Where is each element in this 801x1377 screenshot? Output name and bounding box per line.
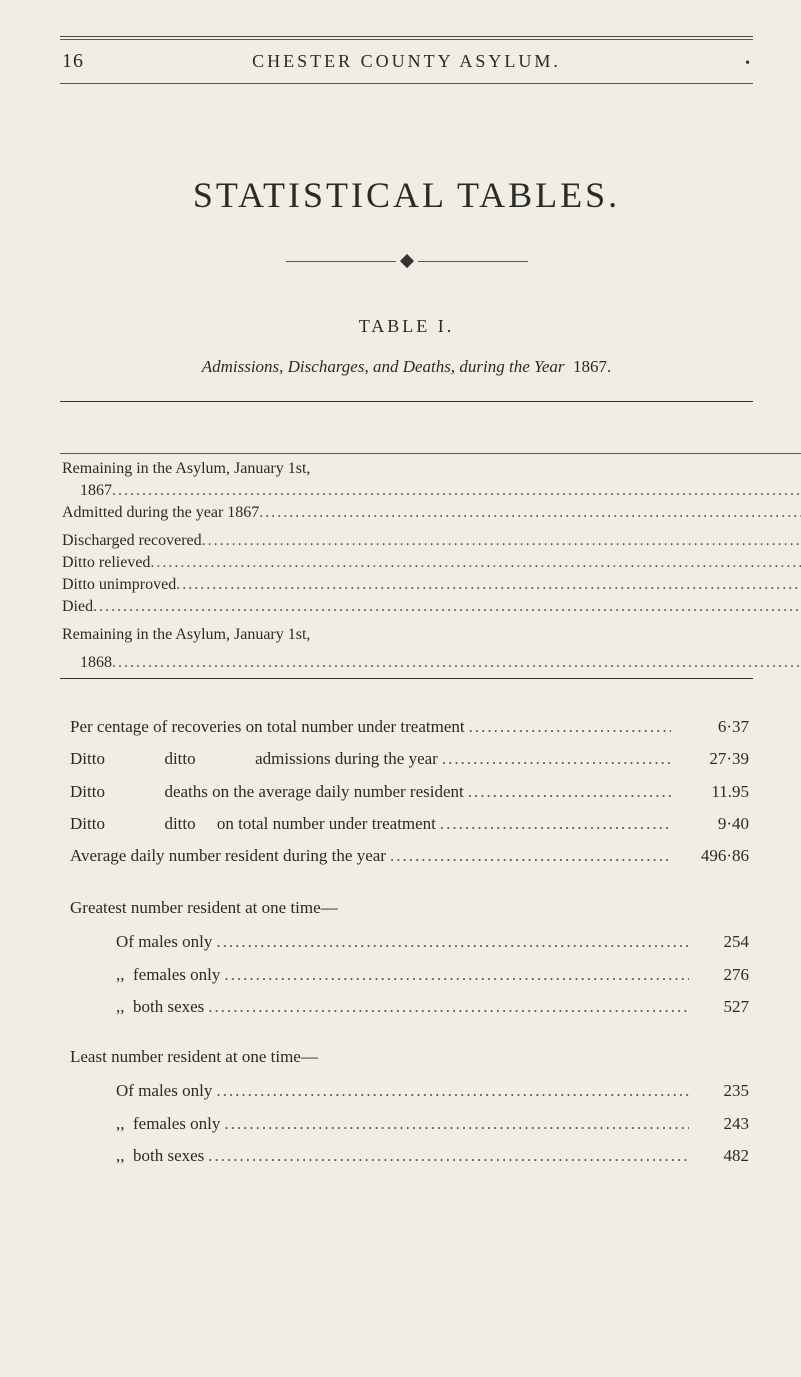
leader-dots: ........................................… [93, 598, 801, 616]
pct-label: Ditto ditto on total number under treatm… [70, 808, 436, 840]
pct-label: Per centage of recoveries on total numbe… [70, 711, 465, 743]
top-rule-1 [60, 36, 753, 37]
list-value: 235 [689, 1075, 749, 1107]
leader-dots: ........................................… [438, 743, 671, 775]
leader-dots: ........................................… [464, 776, 671, 808]
leader-dots: ........................................… [436, 808, 671, 840]
leader-dots: ........................................… [202, 532, 801, 550]
top-rule-2 [60, 39, 753, 40]
list-row: Of males only ..........................… [116, 1075, 749, 1107]
pct-value: 9·40 [671, 808, 749, 840]
table-1-caption-year: 1867. [569, 357, 612, 376]
list-value: 482 [689, 1140, 749, 1172]
ornament-line-left [286, 261, 396, 262]
row-sum-out: Remaining in the Asylum, January 1st, 56… [60, 624, 801, 646]
row-remaining-1868: 1868 ...................................… [60, 652, 801, 674]
leader-dots: ........................................… [220, 959, 689, 991]
row-relieved: Ditto relieved .........................… [60, 552, 801, 574]
table-1-header-row: M. F. TOTAL. M. F. TOTAL [60, 402, 801, 454]
running-head-dot: • [703, 56, 751, 72]
table-1: M. F. TOTAL. M. F. TOTAL Remaining in th… [60, 401, 753, 679]
pct-label: Ditto ditto admissions during the year [70, 743, 438, 775]
stub-text: 1868 [80, 654, 112, 672]
page: 16 CHESTER COUNTY ASYLUM. • STATISTICAL … [0, 0, 801, 1377]
row-remaining-1867-a: Remaining in the Asylum, January 1st, [60, 458, 801, 480]
list-label: ,, both sexes [116, 991, 204, 1023]
leader-dots: ........................................… [465, 711, 671, 743]
stub-text: Died [62, 598, 93, 616]
list-row: Of males only ..........................… [116, 926, 749, 958]
stub-text: Discharged recovered [62, 532, 202, 550]
leader-dots: ........................................… [204, 991, 689, 1023]
pct-row: Per centage of recoveries on total numbe… [70, 711, 749, 743]
leader-dots: ........................................… [204, 1140, 689, 1172]
ornament [60, 256, 753, 266]
list-row: ,, both sexes ..........................… [116, 1140, 749, 1172]
list-row: ,, females only ........................… [116, 1108, 749, 1140]
ornament-line-right [418, 261, 528, 262]
pct-value: 6·37 [671, 711, 749, 743]
stub-text: Remaining in the Asylum, January 1st, [62, 460, 310, 477]
page-number: 16 [62, 50, 110, 73]
pct-label: Average daily number resident during the… [70, 840, 386, 872]
list-value: 276 [689, 959, 749, 991]
table-1-caption-prefix: Admissions, Discharges, and Deaths, duri… [202, 357, 565, 376]
least-list: Of males only ..........................… [116, 1075, 749, 1172]
row-sum-in: Discharged recovered ...................… [60, 530, 801, 552]
stub-text: Ditto unimproved [62, 576, 176, 594]
table-1-label: TABLE I. [60, 316, 753, 337]
stub-text: Admitted during the year 1867 [62, 504, 259, 522]
greatest-list: Of males only ..........................… [116, 926, 749, 1023]
leader-dots: ........................................… [259, 504, 801, 522]
col-stub [60, 402, 801, 454]
percentage-list: Per centage of recoveries on total numbe… [70, 711, 749, 872]
pct-value: 496·86 [671, 840, 749, 872]
list-row: ,, both sexes ..........................… [116, 991, 749, 1023]
pct-label: Ditto deaths on the average daily number… [70, 776, 464, 808]
list-value: 243 [689, 1108, 749, 1140]
running-head-rule [60, 83, 753, 84]
list-label: Of males only [116, 1075, 212, 1107]
stub-text: Ditto relieved [62, 554, 150, 572]
list-value: 527 [689, 991, 749, 1023]
main-title: STATISTICAL TABLES. [60, 174, 753, 216]
leader-dots: ........................................… [212, 926, 689, 958]
pct-row: Ditto ditto on total number under treatm… [70, 808, 749, 840]
table-1-caption: Admissions, Discharges, and Deaths, duri… [60, 357, 753, 377]
running-head: 16 CHESTER COUNTY ASYLUM. • [60, 50, 753, 81]
leader-dots: ........................................… [112, 654, 801, 672]
leader-dots: ........................................… [150, 554, 801, 572]
pct-row: Average daily number resident during the… [70, 840, 749, 872]
leader-dots: ........................................… [386, 840, 671, 872]
list-label: ,, females only [116, 1108, 220, 1140]
least-heading: Least number resident at one time— [70, 1047, 749, 1067]
list-label: ,, both sexes [116, 1140, 204, 1172]
leader-dots: ........................................… [176, 576, 801, 594]
stub-text: Remaining in the Asylum, January 1st, [62, 626, 310, 643]
row-unimproved: Ditto unimproved .......................… [60, 574, 801, 596]
leader-dots: ........................................… [220, 1108, 689, 1140]
pct-value: 11.95 [671, 776, 749, 808]
leader-dots: ........................................… [112, 482, 801, 500]
list-value: 254 [689, 926, 749, 958]
list-label: ,, females only [116, 959, 220, 991]
list-row: ,, females only ........................… [116, 959, 749, 991]
row-remaining-1867-b: 1867 ...................................… [60, 480, 801, 502]
pct-row: Ditto ditto admissions during the year .… [70, 743, 749, 775]
diamond-icon [399, 254, 413, 268]
pct-value: 27·39 [671, 743, 749, 775]
pct-row: Ditto deaths on the average daily number… [70, 776, 749, 808]
stub-text: 1867 [80, 482, 112, 500]
list-label: Of males only [116, 926, 212, 958]
row-died: Died ...................................… [60, 596, 801, 618]
running-head-title: CHESTER COUNTY ASYLUM. [110, 51, 703, 72]
row-admitted: Admitted during the year 1867 ..........… [60, 502, 801, 524]
greatest-heading: Greatest number resident at one time— [70, 898, 749, 918]
leader-dots: ........................................… [212, 1075, 689, 1107]
